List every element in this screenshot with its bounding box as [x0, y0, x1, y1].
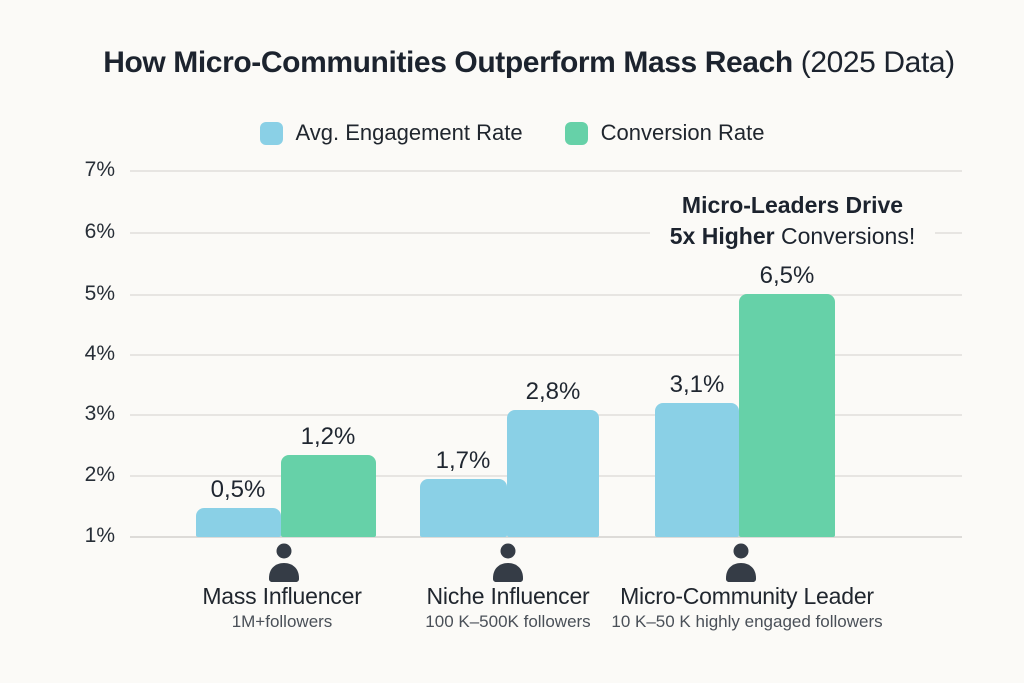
- value-label-micro-engagement: 3,1%: [669, 371, 725, 398]
- person-icon: [721, 542, 761, 582]
- annotation-line1: Micro-Leaders Drive: [681, 192, 904, 218]
- legend-item-engagement: Avg. Engagement Rate: [259, 120, 523, 146]
- legend-swatch-engagement: [259, 121, 283, 145]
- person-icon: [488, 542, 528, 582]
- category-label-niche: Niche Influencer: [426, 583, 590, 609]
- legend-item-conversion: Conversion Rate: [564, 120, 765, 146]
- value-label-mass-engagement: 0,5%: [210, 476, 266, 503]
- bar-mass-conversion: [281, 455, 376, 537]
- category-label-micro: Micro-Community Leader: [620, 583, 874, 609]
- value-label-micro-conversion: 6,5%: [759, 262, 815, 289]
- value-label-mass-conversion: 1,2%: [300, 423, 356, 450]
- gridline-6pct: [130, 232, 962, 234]
- annotation-line2-rest: Conversions!: [774, 223, 916, 249]
- legend-label-engagement: Avg. Engagement Rate: [295, 120, 523, 145]
- annotation-line2-bold: 5x Higher: [669, 223, 775, 249]
- annotation-callout: Micro-Leaders Drive 5x Higher Conversion…: [650, 190, 935, 252]
- category-sublabel-micro: 10 K–50 K highly engaged followers: [611, 612, 883, 631]
- y-tick-4: 4%: [84, 342, 115, 365]
- y-tick-2: 2%: [84, 463, 115, 486]
- gridline-1pct-baseline: [130, 536, 962, 538]
- gridline-7pct: [130, 170, 962, 172]
- y-tick-5: 5%: [84, 282, 115, 305]
- bar-niche-engagement: [420, 479, 507, 537]
- category-label-mass: Mass Influencer: [202, 583, 362, 609]
- value-label-niche-engagement: 1,7%: [435, 447, 491, 474]
- bar-niche-conversion: [507, 410, 599, 537]
- page-title: How Micro-Communities Outperform Mass Re…: [17, 46, 1024, 80]
- title-suffix: (2025 Data): [792, 46, 955, 79]
- chart-legend: Avg. Engagement Rate Conversion Rate: [0, 120, 1024, 146]
- person-icon: [264, 542, 304, 582]
- category-sublabel-mass: 1M+followers: [231, 612, 333, 631]
- y-tick-7: 7%: [84, 158, 115, 181]
- gridline-5pct: [130, 294, 962, 296]
- gridline-4pct: [130, 354, 962, 356]
- y-tick-1: 1%: [84, 524, 115, 547]
- bar-micro-conversion: [739, 294, 835, 537]
- bar-mass-engagement: [196, 508, 281, 537]
- bar-micro-engagement: [655, 403, 739, 537]
- legend-label-conversion: Conversion Rate: [600, 120, 765, 145]
- legend-swatch-conversion: [564, 121, 588, 145]
- category-sublabel-niche: 100 K–500K followers: [425, 612, 591, 631]
- y-tick-6: 6%: [84, 220, 115, 243]
- y-tick-3: 3%: [84, 402, 115, 425]
- value-label-niche-conversion: 2,8%: [525, 378, 581, 405]
- title-main: How Micro-Communities Outperform Mass Re…: [103, 46, 793, 79]
